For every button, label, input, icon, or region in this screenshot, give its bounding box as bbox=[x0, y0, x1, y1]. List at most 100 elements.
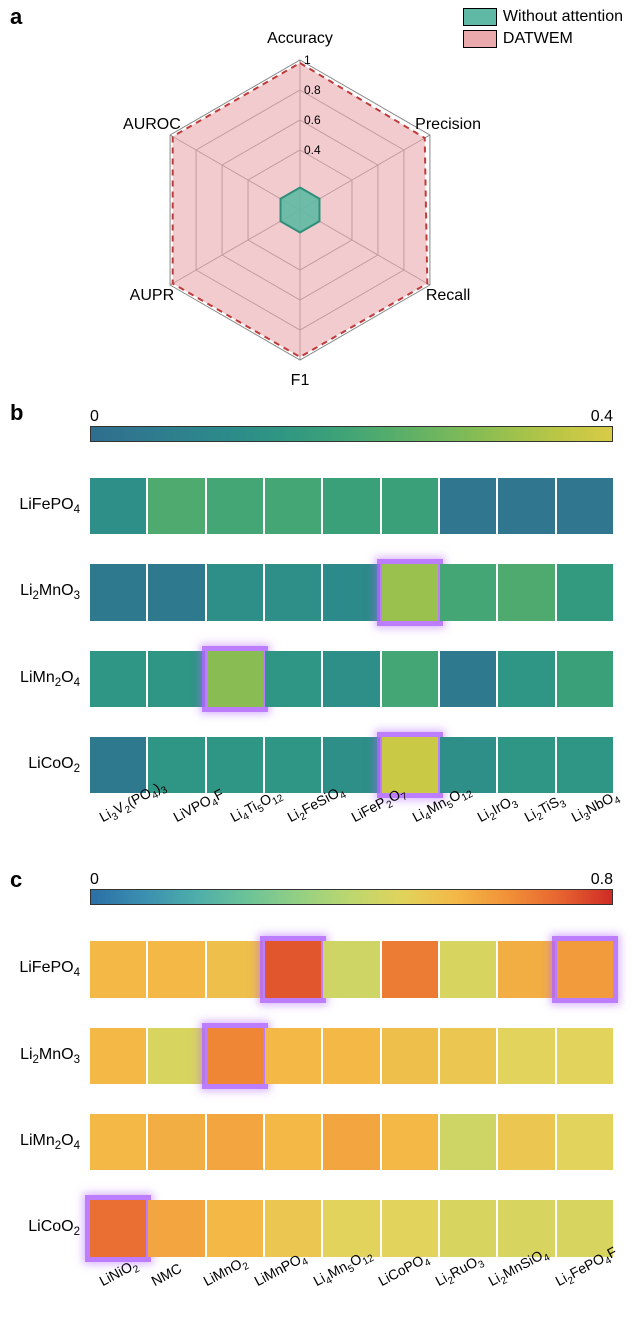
legend-item-without-attention: Without attention bbox=[463, 8, 623, 26]
legend-label: Without attention bbox=[503, 8, 623, 26]
colorbar-max-label: 0.4 bbox=[591, 408, 613, 426]
legend-swatch bbox=[463, 8, 497, 26]
heatmap-cell bbox=[557, 478, 613, 534]
svg-text:0.6: 0.6 bbox=[304, 113, 321, 127]
heatmap-cell bbox=[382, 737, 438, 793]
heatmap-cells bbox=[90, 737, 613, 793]
heatmap-row: LiMn2O4 bbox=[90, 1114, 613, 1170]
heatmap-cell bbox=[498, 1114, 554, 1170]
heatmap-row-label: LiMn2O4 bbox=[20, 1132, 90, 1152]
heatmap-cell bbox=[207, 737, 263, 793]
heatmap-row: Li2MnO3 bbox=[90, 1028, 613, 1084]
heatmap-cell bbox=[148, 478, 204, 534]
colorbar-max-label: 0.8 bbox=[591, 871, 613, 889]
heatmap-c-colorbar: 00.8 bbox=[90, 889, 613, 923]
heatmap-cell bbox=[207, 1200, 263, 1256]
radar-axis-label: AUPR bbox=[130, 287, 174, 305]
heatmap-row-label: LiCoO2 bbox=[28, 755, 90, 775]
heatmap-cell bbox=[265, 564, 321, 620]
heatmap-cell bbox=[265, 1028, 321, 1084]
heatmap-cell bbox=[440, 651, 496, 707]
heatmap-row-label: LiFePO4 bbox=[19, 959, 90, 979]
heatmap-cell bbox=[207, 941, 263, 997]
heatmap-cell bbox=[148, 1200, 204, 1256]
heatmap-cell bbox=[382, 651, 438, 707]
heatmap-cell bbox=[90, 737, 146, 793]
heatmap-cells bbox=[90, 478, 613, 534]
heatmap-cell bbox=[498, 651, 554, 707]
colorbar-gradient bbox=[90, 889, 613, 905]
heatmap-cell bbox=[498, 564, 554, 620]
heatmap-cell bbox=[148, 651, 204, 707]
heatmap-cell bbox=[90, 1028, 146, 1084]
heatmap-cell bbox=[557, 1028, 613, 1084]
radar-axis-label: AUROC bbox=[123, 116, 181, 134]
heatmap-cells bbox=[90, 564, 613, 620]
heatmap-b-xlabels: Li3V2(PO4)3LiVPO4FLi4Ti5O12Li2FeSiO4LiFe… bbox=[90, 803, 613, 863]
heatmap-cell bbox=[382, 1028, 438, 1084]
heatmap-cell bbox=[557, 564, 613, 620]
heatmap-c-panel: 00.8LiFePO4Li2MnO3LiMn2O4LiCoO2LiNiO2NMC… bbox=[0, 863, 633, 1326]
heatmap-row: Li2MnO3 bbox=[90, 564, 613, 620]
heatmap-cell bbox=[265, 1114, 321, 1170]
heatmap-cell bbox=[207, 1028, 263, 1084]
heatmap-cell bbox=[207, 478, 263, 534]
heatmap-cell bbox=[440, 1200, 496, 1256]
heatmap-row-label: Li2MnO3 bbox=[20, 1046, 90, 1066]
heatmap-cell bbox=[323, 478, 379, 534]
legend-item-datwem: DATWEM bbox=[463, 30, 623, 48]
heatmap-c-xlabels: LiNiO2NMCLiMnO2LiMnPO4Li4Mn5O12LiCoPO4Li… bbox=[90, 1267, 613, 1327]
heatmap-cell bbox=[498, 1200, 554, 1256]
heatmap-cell bbox=[148, 941, 204, 997]
svg-text:0.4: 0.4 bbox=[304, 143, 321, 157]
heatmap-cell bbox=[207, 1114, 263, 1170]
heatmap-cell bbox=[498, 478, 554, 534]
heatmap-cells bbox=[90, 651, 613, 707]
legend-swatch bbox=[463, 30, 497, 48]
heatmap-cells bbox=[90, 1114, 613, 1170]
heatmap-row: LiFePO4 bbox=[90, 478, 613, 534]
heatmap-row-label: LiCoO2 bbox=[28, 1218, 90, 1238]
heatmap-cell bbox=[323, 1200, 379, 1256]
heatmap-cell bbox=[498, 941, 554, 997]
radar-axis-label: Recall bbox=[426, 287, 470, 305]
heatmap-col-label: Li3NbO4 bbox=[569, 787, 633, 864]
heatmap-row: LiCoO2 bbox=[90, 737, 613, 793]
heatmap-cell bbox=[498, 1028, 554, 1084]
radar-axis-label: Accuracy bbox=[267, 30, 333, 48]
heatmap-cell bbox=[148, 1028, 204, 1084]
heatmap-cell bbox=[323, 651, 379, 707]
heatmap-cell bbox=[265, 478, 321, 534]
heatmap-cell bbox=[382, 941, 438, 997]
heatmap-b-rows: LiFePO4 Li2MnO3 LiMn2O4 LiCoO2 bbox=[90, 478, 613, 793]
heatmap-cell bbox=[265, 651, 321, 707]
heatmap-cell bbox=[90, 564, 146, 620]
heatmap-cell bbox=[90, 941, 146, 997]
heatmap-cell bbox=[440, 1028, 496, 1084]
heatmap-cell bbox=[207, 651, 263, 707]
heatmap-cell bbox=[148, 1114, 204, 1170]
heatmap-cell bbox=[265, 1200, 321, 1256]
heatmap-cell bbox=[90, 1114, 146, 1170]
heatmap-cell bbox=[382, 564, 438, 620]
heatmap-cell bbox=[265, 737, 321, 793]
heatmap-row: LiMn2O4 bbox=[90, 651, 613, 707]
radar-panel: 0.40.60.81 AccuracyPrecisionRecallF1AUPR… bbox=[0, 0, 633, 400]
heatmap-cell bbox=[382, 1114, 438, 1170]
heatmap-cell bbox=[323, 1114, 379, 1170]
radar-chart: 0.4 0.6 0.8 1 bbox=[100, 30, 500, 390]
heatmap-cell bbox=[382, 1200, 438, 1256]
svg-text:0.8: 0.8 bbox=[304, 83, 321, 97]
heatmap-cell bbox=[440, 1114, 496, 1170]
heatmap-b-colorbar: 00.4 bbox=[90, 426, 613, 460]
heatmap-cell bbox=[265, 941, 321, 997]
figure-root: a 0.40.60.81 AccuracyPrecisionRecallF1AU… bbox=[0, 0, 633, 1327]
heatmap-cell bbox=[557, 1114, 613, 1170]
colorbar-gradient bbox=[90, 426, 613, 442]
heatmap-cells bbox=[90, 941, 613, 997]
legend-label: DATWEM bbox=[503, 30, 573, 48]
heatmap-cell bbox=[557, 651, 613, 707]
heatmap-row-label: LiMn2O4 bbox=[20, 669, 90, 689]
colorbar-min-label: 0 bbox=[90, 871, 99, 889]
svg-text:1: 1 bbox=[304, 53, 311, 67]
